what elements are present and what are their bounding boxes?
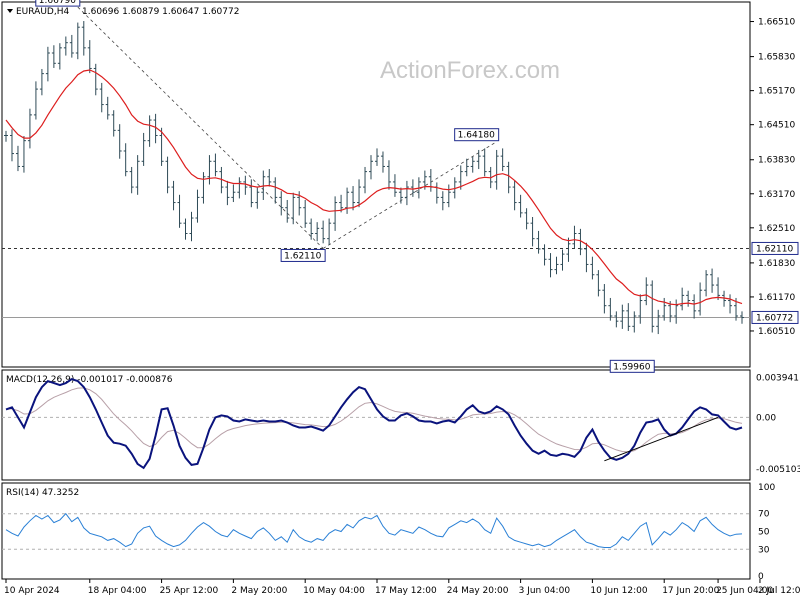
swing-point-label: 1.59960 [613,362,650,372]
price-level-tag [751,241,799,255]
macd-pane-frame [1,369,751,481]
x-axis-tick-label: 17 Jun 20:00 [662,586,719,596]
price-layer: 1.62110 1.60772 1.66790 1.62110 1.64180 1.599… [2,0,799,373]
symbol-label: EURAUD,H4 [16,7,69,17]
price-y-tick-label: 1.65830 [758,53,795,63]
rsi-y-tick-label: 70 [758,510,770,520]
price-y-tick-label: 1.66510 [758,18,795,28]
rsi-y-tick-label: 30 [758,545,770,555]
swing-point-label-box [35,0,81,7]
x-axis-tick-label: 24 May 20:00 [447,586,509,596]
price-trendline [77,6,324,249]
price-level-tag [751,310,799,324]
price-y-tick-label: 1.61830 [758,259,795,269]
x-axis-tick-label: 10 Jun 12:00 [590,586,647,596]
rsi-y-tick-label: 100 [758,483,775,493]
rsi-pane-frame [1,482,751,580]
swing-point-label: 1.62110 [284,251,321,261]
x-axis-tick-label: 2 May 20:00 [231,586,287,596]
price-y-tick-label: 1.61170 [758,293,795,303]
x-axis-tick-label: 25 Jun 04:00 [716,586,773,596]
price-y-tick-label: 1.60510 [758,327,795,337]
price-pane-frame [1,1,751,368]
swing-point-label: 1.66790 [39,0,76,6]
ohlc-readout: 1.60696 1.60879 1.60647 1.60772 [82,7,239,17]
rsi-y-tick-label: 0 [758,572,764,582]
x-axis-tick-label: 25 Apr 12:00 [160,586,219,596]
rsi-y-tick-label: 50 [758,528,770,538]
price-level-tag-label: 1.62110 [756,244,793,254]
rsi-line [5,512,743,548]
macd-label: MACD(12,26,9) -0.001017 -0.000876 [6,375,173,385]
price-y-tick-label: 1.63170 [758,190,795,200]
x-axis-tick-label: 10 May 04:00 [303,586,365,596]
macd-y-tick-label: -0.005103 [756,465,800,475]
macd-line [5,377,743,470]
x-axis-tick-label: 10 Apr 2024 [4,586,60,596]
price-level-tag-label: 1.60772 [756,313,793,323]
rsi-layer: 100 70 50 30 0 [2,483,775,582]
collapse-triangle-icon[interactable] [7,9,13,13]
swing-point-label-box [454,128,500,142]
rsi-label: RSI(14) 47.3252 [6,488,79,498]
swing-point-label-box [280,248,326,262]
macd-layer: 0.003941 0.00 -0.005103 [2,374,800,475]
watermark: ActionForex.com [380,57,560,84]
price-trendline [322,141,497,249]
price-y-tick-label: 1.63830 [758,156,795,166]
axis-layer: 10 Apr 2024 18 Apr 04:00 25 Apr 12:00 2 May… [4,579,800,596]
macd-trendline [604,416,719,462]
macd-y-tick-label: 0.00 [756,413,776,423]
swing-point-label-box [609,359,655,373]
price-y-tick-label: 1.65170 [758,87,795,97]
x-axis-tick-label: 3 Jun 04:00 [519,586,571,596]
price-y-tick-label: 1.62510 [758,224,795,234]
x-axis-tick-label: 18 Apr 04:00 [88,586,147,596]
price-y-tick-label: 1.64510 [758,121,795,131]
macd-y-tick-label: 0.003941 [756,374,799,384]
moving-average-line [5,69,743,306]
x-axis-tick-label: 2 Jul 12:00 [758,586,800,596]
swing-point-label: 1.64180 [458,131,495,141]
x-axis-tick-label: 17 May 12:00 [375,586,437,596]
